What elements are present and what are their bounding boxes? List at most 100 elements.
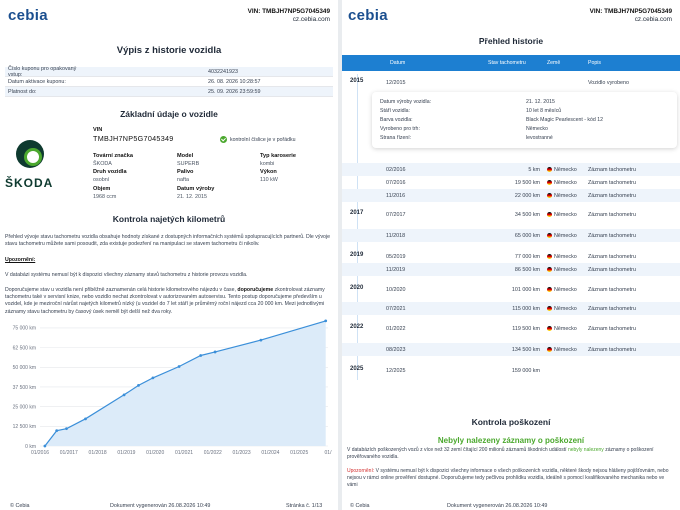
- year-label: 2015: [350, 78, 364, 84]
- y-tick-label: 62 500 km: [13, 345, 36, 351]
- history-row: 12/2015 Vozidlo vyrobeno: [342, 76, 680, 89]
- tooltip-label: Strana řízení:: [380, 135, 412, 141]
- chart-data-point: [213, 350, 217, 354]
- damage-warning-text: V systému nemusí být k dispozici všechny…: [347, 468, 669, 488]
- chart-x-axis: 01/2016 01/2017 01/2018 01/2019 01/2020 01/20…: [31, 450, 332, 456]
- x-tick-label: 01/2020: [146, 450, 164, 456]
- column-description: Popis: [588, 60, 601, 66]
- brand-wordmark: ŠKODA: [5, 176, 54, 190]
- skoda-logo-icon: [16, 140, 44, 168]
- history-row: 02/2016 5 km Německo Záznam tachometru: [342, 163, 680, 176]
- row-date: 07/2016: [386, 180, 406, 186]
- spec-label: Model: [177, 153, 194, 159]
- history-row: 10/2020 101 000 km Německo Záznam tachometr…: [342, 283, 680, 296]
- vehicle-details-tooltip: Datum výroby vozidla: 21. 12. 2015 Stáří …: [372, 92, 677, 148]
- chart-points: [43, 319, 328, 448]
- spec-value: ŠKODA: [93, 161, 112, 167]
- chart-data-point: [151, 376, 155, 380]
- row-country: Německo: [554, 267, 577, 273]
- coupon-row: Číslo kuponu pro opakovaný vstup: 403224…: [5, 66, 333, 78]
- y-tick-label: 0 km: [25, 444, 36, 450]
- chart-y-axis: 0 km 12 500 km 25 000 km 37 500 km 50 000 km…: [13, 326, 36, 450]
- tooltip-row: Stáří vozidla: 10 let 8 měsíců: [380, 108, 561, 114]
- row-odometer: 159 000 km: [511, 368, 540, 374]
- y-tick-label: 37 500 km: [13, 385, 36, 391]
- row-odometer: 77 000 km: [514, 254, 540, 260]
- section-title-km: Kontrola najetých kilometrů: [112, 214, 226, 224]
- chart-data-point: [137, 383, 140, 387]
- coupon-row: Datum aktivace kuponu: 26. 08. 2026 10:2…: [5, 77, 333, 87]
- chart-data-point: [84, 417, 87, 421]
- history-row: 11/2016 22 000 km Německo Záznam tachometru: [342, 189, 680, 202]
- x-tick-label: 01/2025: [290, 450, 308, 456]
- spec-label: Datum výroby: [177, 186, 215, 192]
- row-date: 12/2025: [386, 368, 406, 374]
- history-row: 11/2019 86 500 km Německo Záznam tachometru: [342, 263, 680, 276]
- coupon-label: Platnost do:: [8, 88, 37, 95]
- year-label: 2017: [350, 210, 364, 216]
- km-intro-text: Přehled vývoje stavu tachometru vozidla …: [5, 234, 330, 248]
- row-date: 10/2020: [386, 287, 406, 293]
- chart-data-point: [177, 365, 181, 368]
- header-site: cz.cebia.com: [292, 16, 330, 23]
- chart-data-point: [43, 444, 47, 448]
- header-vin: VIN: TMBJH7NP5G7045349: [589, 8, 672, 15]
- footer-generated: Dokument vygenerován 26.08.2026 10:49: [110, 503, 211, 509]
- tooltip-label: Vyrobeno pro trh:: [380, 126, 420, 132]
- damage-text: V databázích poškozených vozů z více než…: [347, 447, 675, 461]
- x-tick-label: 01/: [325, 450, 333, 456]
- row-country: Německo: [554, 167, 577, 173]
- chart-data-point: [199, 354, 203, 357]
- row-odometer: 101 000 km: [511, 287, 540, 293]
- row-description: Záznam tachometru: [588, 254, 636, 260]
- cebia-logo: cebia: [348, 7, 388, 24]
- y-tick-label: 75 000 km: [13, 326, 36, 332]
- row-date: 07/2017: [386, 212, 406, 218]
- row-country: Německo: [554, 306, 577, 312]
- germany-flag-icon: [547, 347, 552, 352]
- recommendation-text: Doporučujeme stav u vozidla není přiběžn…: [5, 287, 333, 316]
- chart-data-point: [324, 319, 328, 323]
- row-odometer: 22 000 km: [514, 193, 540, 199]
- germany-flag-icon: [547, 193, 552, 198]
- tooltip-row: Barva vozidla: Black Magic Pearlescent - …: [380, 117, 603, 123]
- row-odometer: 34 500 km: [514, 212, 540, 218]
- history-row: 08/2023 134 500 km Německo Záznam tachometr…: [342, 343, 680, 356]
- row-country: Německo: [554, 254, 577, 260]
- row-date: 11/2016: [386, 193, 406, 199]
- page-header: VIN: TMBJH7NP5G7045349 cz.cebia.com: [248, 8, 330, 24]
- spec-value: nafta: [177, 177, 189, 183]
- row-country: Německo: [554, 193, 577, 199]
- spec-value: 1968 ccm: [93, 194, 117, 200]
- x-tick-label: 01/2024: [261, 450, 279, 456]
- tooltip-value: Německo: [526, 126, 548, 132]
- row-description: Záznam tachometru: [588, 287, 636, 293]
- chart-area: [44, 320, 326, 446]
- row-odometer: 134 500 km: [511, 347, 540, 353]
- tooltip-row: Datum výroby vozidla: 21. 12. 2015: [380, 99, 555, 105]
- history-table-header: Datum Stav tachometru Země Popis: [342, 55, 680, 71]
- footer-generated: Dokument vygenerován 26.08.2026 10:49: [447, 503, 548, 509]
- spec-label: Výkon: [260, 169, 277, 175]
- chart-data-point: [65, 427, 68, 431]
- column-date: Datum: [390, 60, 406, 66]
- spec-label: Palivo: [177, 169, 194, 175]
- history-row: 12/2025 159 000 km: [342, 364, 680, 377]
- row-date: 11/2018: [386, 233, 406, 239]
- spec-value: SUPERB: [177, 161, 200, 167]
- spec-value: 21. 12. 2015: [177, 194, 207, 200]
- germany-flag-icon: [547, 233, 552, 238]
- row-description: Vozidlo vyrobeno: [588, 80, 630, 86]
- spec-value: kombi: [260, 161, 275, 167]
- section-title-damage: Kontrola poškození: [471, 417, 551, 427]
- report-page-2: cebia VIN: TMBJH7NP5G7045349 cz.cebia.co…: [342, 0, 680, 510]
- row-date: 11/2019: [386, 267, 406, 273]
- coupon-value: 25. 09. 2026 23:59:59: [208, 88, 261, 95]
- row-description: Záznam tachometru: [588, 233, 636, 239]
- row-date: 07/2021: [386, 306, 406, 312]
- x-tick-label: 01/2016: [31, 450, 49, 456]
- section-title-basic: Základní údaje o vozidle: [120, 109, 218, 119]
- warning-heading: Upozornění:: [5, 257, 333, 264]
- row-country: Německo: [554, 347, 577, 353]
- header-vin: VIN: TMBJH7NP5G7045349: [247, 8, 330, 15]
